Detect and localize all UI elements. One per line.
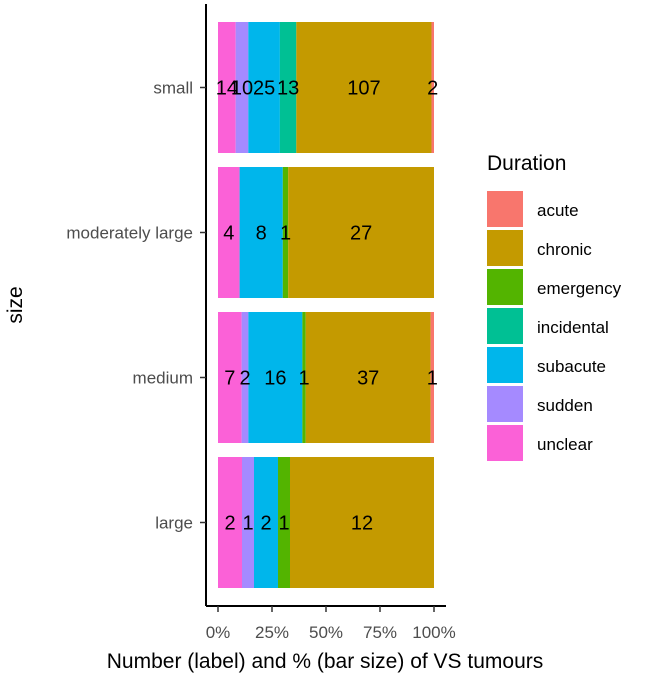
data-label-medium-acute: 1: [427, 368, 438, 390]
bar-medium-sudden: [241, 312, 249, 443]
data-label-medium-sudden: 2: [239, 368, 250, 390]
bar-medium-unclear: [218, 312, 242, 443]
data-label-moderately-large-chronic: 27: [350, 223, 372, 245]
legend-swatch-acute: [487, 191, 523, 227]
x-tick-label: 50%: [309, 623, 343, 642]
y-tick-label-small: small: [153, 79, 193, 98]
data-label-medium-emergency: 1: [299, 368, 310, 390]
legend-label-unclear: unclear: [537, 435, 593, 454]
legend-swatch-chronic: [487, 230, 523, 266]
bar-moderately-large-unclear: [218, 167, 240, 298]
bar-moderately-large-chronic: [288, 167, 434, 298]
data-label-large-chronic: 12: [351, 513, 373, 535]
y-tick-label-large: large: [155, 514, 193, 533]
legend-swatch-subacute: [487, 347, 523, 383]
bar-small-sudden: [235, 22, 249, 153]
bar-medium-chronic: [305, 312, 431, 443]
bar-small-acute: [431, 22, 434, 153]
bar-large-sudden: [242, 457, 254, 588]
bar-small-chronic: [296, 22, 432, 153]
data-label-large-emergency: 1: [278, 513, 289, 535]
data-label-moderately-large-emergency: 1: [280, 223, 291, 245]
bar-large-chronic: [290, 457, 434, 588]
data-label-large-sudden: 1: [242, 513, 253, 535]
data-label-small-sudden: 10: [231, 78, 253, 100]
bar-small-incidental: [279, 22, 297, 153]
x-tick-label: 25%: [255, 623, 289, 642]
data-label-small-unclear: 14: [216, 78, 238, 100]
legend-label-subacute: subacute: [537, 357, 606, 376]
data-label-small-incidental: 13: [277, 78, 299, 100]
y-axis-ticks: small moderately large medium large: [66, 79, 206, 533]
data-label-large-unclear: 2: [224, 513, 235, 535]
bar-medium-subacute: [248, 312, 303, 443]
legend-title: Duration: [487, 152, 566, 175]
bar-large-emergency: [278, 457, 290, 588]
legend-swatch-incidental: [487, 308, 523, 344]
bar-large-subacute: [254, 457, 278, 588]
legend-label-chronic: chronic: [537, 240, 592, 259]
legend-label-emergency: emergency: [537, 279, 622, 298]
legend-label-sudden: sudden: [537, 396, 593, 415]
data-label-small-chronic: 107: [347, 78, 380, 100]
data-label-large-subacute: 2: [260, 513, 271, 535]
x-axis-ticks: 0% 25% 50% 75% 100%: [206, 606, 456, 642]
bar-medium-emergency: [302, 312, 306, 443]
data-label-medium-subacute: 16: [264, 368, 286, 390]
legend-swatch-sudden: [487, 386, 523, 422]
bar-moderately-large-emergency: [282, 167, 289, 298]
y-tick-label-medium: medium: [133, 369, 193, 388]
legend-label-incidental: incidental: [537, 318, 609, 337]
bar-small-subacute: [248, 22, 280, 153]
bars-layer: [218, 22, 434, 588]
legend-swatch-unclear: [487, 425, 523, 461]
data-label-moderately-large-unclear: 4: [223, 223, 234, 245]
legend-label-acute: acute: [537, 201, 579, 220]
bar-medium-acute: [430, 312, 434, 443]
legend-swatch-emergency: [487, 269, 523, 305]
x-tick-label: 75%: [363, 623, 397, 642]
bar-moderately-large-subacute: [239, 167, 283, 298]
bar-large-unclear: [218, 457, 242, 588]
x-tick-label: 0%: [206, 623, 231, 642]
x-tick-label: 100%: [412, 623, 455, 642]
data-label-medium-chronic: 37: [357, 368, 379, 390]
y-tick-label-moderately-large: moderately large: [66, 224, 193, 243]
x-axis-title: Number (label) and % (bar size) of VS tu…: [107, 650, 544, 673]
y-axis-title: size: [4, 286, 27, 323]
data-label-medium-unclear: 7: [224, 368, 235, 390]
legend: Duration acute chronic emergency incidental…: [487, 152, 622, 461]
data-label-small-acute: 2: [427, 78, 438, 100]
data-label-moderately-large-subacute: 8: [256, 223, 267, 245]
bar-small-unclear: [218, 22, 236, 153]
data-label-small-subacute: 25: [253, 78, 275, 100]
